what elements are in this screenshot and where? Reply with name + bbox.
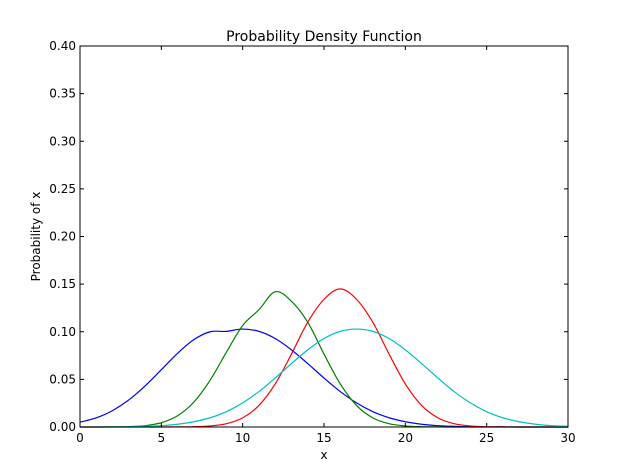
y-axis-label: Probability of x xyxy=(29,192,43,282)
y-tick-label: 0.25 xyxy=(49,182,76,196)
x-tick-label: 5 xyxy=(158,431,166,445)
x-tick-label: 25 xyxy=(479,431,494,445)
y-tick-label: 0.20 xyxy=(49,230,76,244)
y-tick-label: 0.15 xyxy=(49,277,76,291)
x-tick-label: 10 xyxy=(235,431,250,445)
plot-area: 0 5 10 15 20 25 30 0.00 0.05 0.10 0.15 0.20 0.25 0.30… xyxy=(49,39,575,445)
x-axis-label: x xyxy=(320,448,327,462)
y-tick-label: 0.05 xyxy=(49,372,76,386)
y-tick-label: 0.00 xyxy=(49,420,76,434)
x-tick-label: 0 xyxy=(76,431,84,445)
x-tick-label: 15 xyxy=(316,431,331,445)
y-tick-label: 0.35 xyxy=(49,87,76,101)
y-tick-label: 0.40 xyxy=(49,39,76,53)
y-tick-label: 0.10 xyxy=(49,325,76,339)
x-tick-label: 30 xyxy=(560,431,575,445)
x-tick-label: 20 xyxy=(398,431,413,445)
y-tick-label: 0.30 xyxy=(49,134,76,148)
chart-title: Probability Density Function xyxy=(226,29,422,45)
